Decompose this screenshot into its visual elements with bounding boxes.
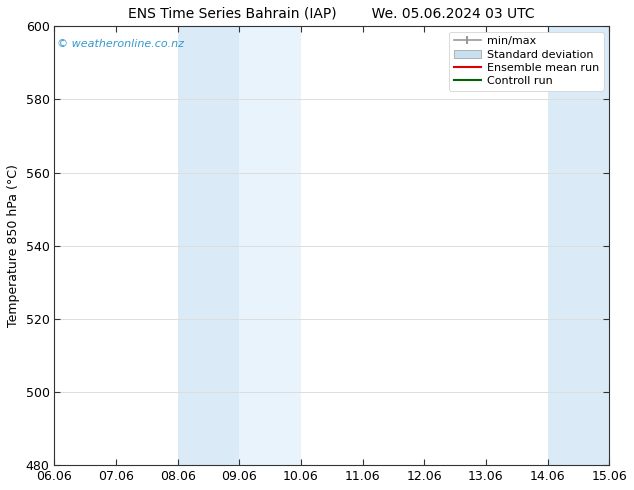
Title: ENS Time Series Bahrain (IAP)        We. 05.06.2024 03 UTC: ENS Time Series Bahrain (IAP) We. 05.06.… — [129, 7, 535, 21]
Bar — [239, 26, 301, 465]
Y-axis label: Temperature 850 hPa (°C): Temperature 850 hPa (°C) — [7, 164, 20, 327]
Bar — [609, 26, 634, 465]
Bar — [178, 26, 239, 465]
Legend: min/max, Standard deviation, Ensemble mean run, Controll run: min/max, Standard deviation, Ensemble me… — [449, 32, 604, 91]
Text: © weatheronline.co.nz: © weatheronline.co.nz — [57, 40, 184, 49]
Bar — [548, 26, 609, 465]
